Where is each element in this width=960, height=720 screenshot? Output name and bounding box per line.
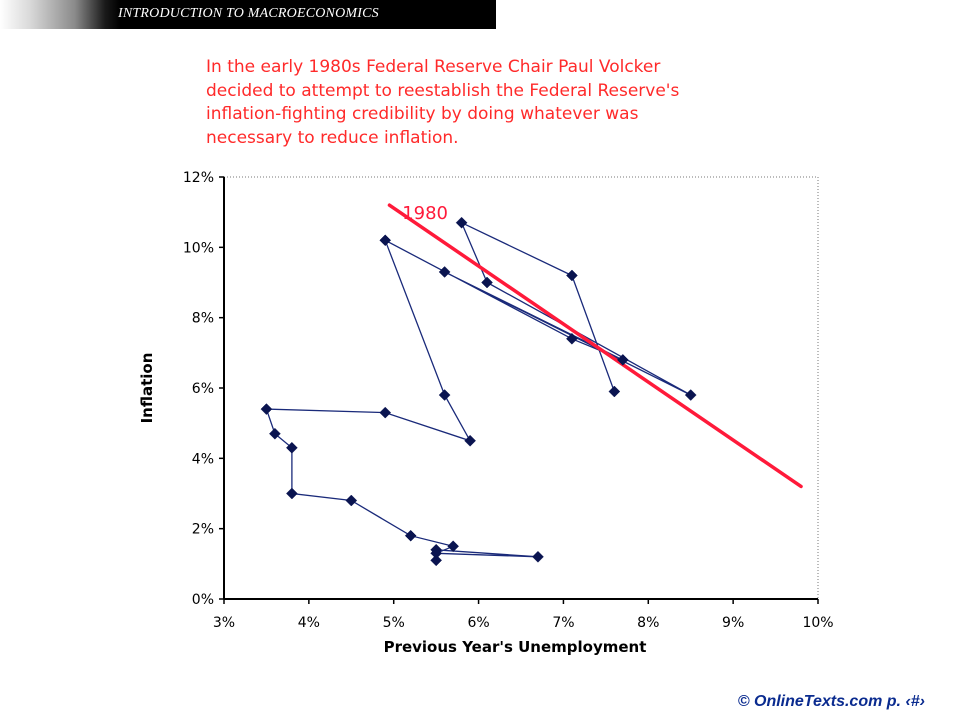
data-point-marker xyxy=(684,389,697,401)
intro-line: necessary to reduce inflation. xyxy=(206,127,459,148)
data-point-marker xyxy=(447,540,459,553)
data-point-marker xyxy=(430,554,442,567)
x-tick-label: 5% xyxy=(383,615,405,631)
y-tick-label: 4% xyxy=(192,451,214,467)
x-tick-label: 6% xyxy=(467,615,489,631)
x-tick-label: 10% xyxy=(802,615,833,631)
y-tick-label: 10% xyxy=(183,240,214,256)
data-point-marker xyxy=(532,550,544,563)
data-point-marker xyxy=(566,332,578,345)
intro-line: inflation-fighting credibility by doing … xyxy=(206,104,639,124)
data-point-marker xyxy=(269,427,281,440)
data-point-marker xyxy=(464,434,476,447)
data-point-marker xyxy=(616,354,629,366)
y-tick-label: 6% xyxy=(192,381,214,397)
data-point-marker xyxy=(430,547,442,560)
y-tick-label: 12% xyxy=(183,170,214,186)
annotation-1980: 1980 xyxy=(402,203,448,224)
x-axis-title: Previous Year's Unemployment xyxy=(384,638,647,656)
intro-line: decided to attempt to reestablish the Fe… xyxy=(206,80,680,101)
x-tick-label: 9% xyxy=(722,615,744,631)
x-tick-label: 8% xyxy=(637,615,659,631)
intro-line: In the early 1980s Federal Reserve Chair… xyxy=(206,57,661,77)
data-point-marker xyxy=(379,406,392,419)
header-title: INTRODUCTION TO MACROECONOMICS xyxy=(118,6,379,21)
header-bar: INTRODUCTION TO MACROECONOMICS xyxy=(0,0,496,29)
data-point-marker xyxy=(481,276,493,289)
data-point-marker xyxy=(608,385,621,398)
trend-line xyxy=(387,203,803,489)
data-point-marker xyxy=(404,529,417,542)
data-point-marker xyxy=(286,441,298,454)
data-point-marker xyxy=(566,269,578,282)
data-point-marker xyxy=(438,266,451,278)
y-axis-title: Inflation xyxy=(138,353,156,424)
data-point-marker xyxy=(260,403,273,415)
data-point-marker xyxy=(438,389,451,401)
y-tick-label: 0% xyxy=(192,592,214,608)
x-tick-label: 7% xyxy=(552,615,574,631)
footer-credit: © OnlineTexts.com p. ‹#› xyxy=(737,693,925,710)
x-tick-label: 4% xyxy=(298,615,320,631)
data-point-marker xyxy=(455,216,468,229)
intro-text: In the early 1980s Federal Reserve Chair… xyxy=(206,56,786,150)
data-point-marker xyxy=(345,494,358,507)
data-point-marker xyxy=(379,234,392,247)
y-tick-label: 2% xyxy=(192,522,214,538)
series-line xyxy=(265,221,692,561)
data-point-marker xyxy=(286,487,298,500)
y-tick-label: 8% xyxy=(192,311,214,327)
x-tick-label: 3% xyxy=(213,615,235,631)
